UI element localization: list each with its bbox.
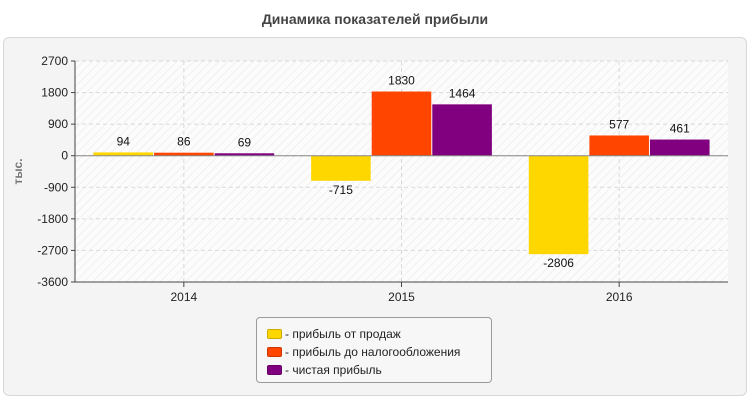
y-tick-label: -2700 [37,243,68,257]
legend-label: - прибыль до налогообложения [285,345,461,359]
y-tick-label: -1800 [37,212,68,226]
y-tick-label: -3600 [37,275,68,289]
bar [432,104,492,156]
data-label: 461 [670,122,690,136]
data-label: 69 [238,135,252,149]
x-tick-label: 2016 [606,290,633,304]
legend-swatch [267,347,282,357]
y-tick-label: 2700 [41,54,68,68]
bar [214,153,275,156]
bar [154,152,214,156]
data-label: -2806 [543,256,574,270]
bar [311,155,371,181]
legend: - прибыль от продаж - прибыль до налогоо… [256,317,492,383]
bar [528,155,589,255]
legend-swatch [267,329,282,339]
data-label: 1464 [449,86,476,100]
y-axis-label: тыс. [11,158,25,184]
bar [589,135,649,156]
data-label: 86 [177,135,191,149]
data-label: 577 [609,117,629,131]
bar [93,152,154,156]
chart-title: Динамика показателей прибыли [261,11,489,27]
bar [649,139,710,156]
legend-item: - прибыль до налогообложения [267,343,491,361]
x-tick-label: 2015 [388,290,415,304]
y-tick-label: 900 [48,117,68,131]
x-tick-label: 2014 [170,290,197,304]
y-tick-label: 0 [61,149,68,163]
data-label: 94 [117,134,131,148]
y-tick-label: -900 [44,180,68,194]
legend-item: - прибыль от продаж [267,325,491,343]
legend-label: - чистая прибыль [285,363,382,377]
data-label: 1830 [388,74,415,88]
bar [371,91,432,156]
legend-item: - чистая прибыль [267,361,491,379]
y-tick-label: 1800 [41,86,68,100]
data-label: -715 [329,183,353,197]
legend-swatch [267,365,282,375]
legend-label: - прибыль от продаж [285,327,401,341]
